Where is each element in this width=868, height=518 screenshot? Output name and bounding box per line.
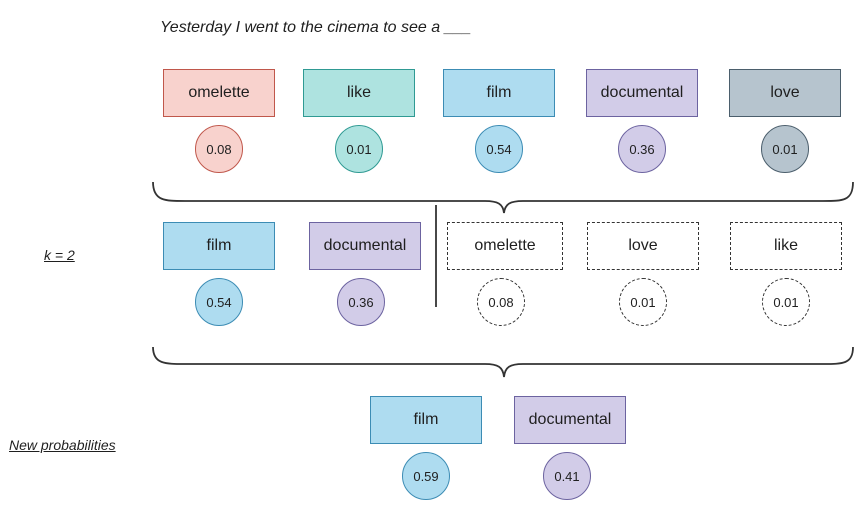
row2-dropped-token-omelette: omelette [447, 222, 563, 270]
row1-prob-love: 0.01 [761, 125, 809, 173]
brace-row1 [152, 181, 854, 214]
row3-prob-documental: 0.41 [543, 452, 591, 500]
row3-token-documental: documental [514, 396, 626, 444]
row1-prob-like: 0.01 [335, 125, 383, 173]
row3-token-film: film [370, 396, 482, 444]
k-label: k = 2 [44, 247, 75, 263]
row1-prob-documental: 0.36 [618, 125, 666, 173]
row2-kept-token-film: film [163, 222, 275, 270]
row1-prob-omelette: 0.08 [195, 125, 243, 173]
row1-token-documental: documental [586, 69, 698, 117]
row3-prob-film: 0.59 [402, 452, 450, 500]
row1-token-like: like [303, 69, 415, 117]
row2-dropped-prob-omelette: 0.08 [477, 278, 525, 326]
row2-dropped-token-like: like [730, 222, 842, 270]
row2-kept-prob-film: 0.54 [195, 278, 243, 326]
row1-token-omelette: omelette [163, 69, 275, 117]
row1-prob-film: 0.54 [475, 125, 523, 173]
row2-kept-token-documental: documental [309, 222, 421, 270]
row2-kept-prob-documental: 0.36 [337, 278, 385, 326]
row1-token-film: film [443, 69, 555, 117]
prompt-text: Yesterday I went to the cinema to see a … [160, 19, 472, 36]
brace-row2 [152, 346, 854, 378]
row2-dropped-prob-like: 0.01 [762, 278, 810, 326]
new-probabilities-label: New probabilities [9, 437, 116, 453]
row2-dropped-token-love: love [587, 222, 699, 270]
row1-token-love: love [729, 69, 841, 117]
row2-dropped-prob-love: 0.01 [619, 278, 667, 326]
